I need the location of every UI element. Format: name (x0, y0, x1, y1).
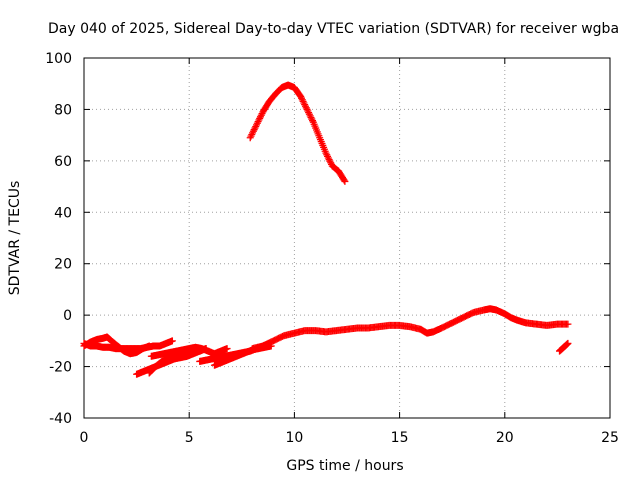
data-point (253, 119, 261, 127)
y-tick-label: -40 (49, 411, 72, 427)
data-point (564, 320, 572, 328)
series-arc-high (246, 81, 349, 185)
y-axis-title: SDTVAR / TECUs (7, 181, 23, 296)
data-point (300, 99, 308, 107)
x-tick-label: 20 (496, 430, 514, 446)
data-point (325, 156, 333, 164)
data-point (250, 126, 258, 134)
data-point (326, 157, 334, 165)
data-point (247, 132, 255, 140)
x-axis-title: GPS time / hours (286, 458, 403, 474)
data-point (307, 113, 315, 121)
data-point (255, 116, 263, 124)
data-point (302, 104, 310, 112)
data-point (252, 122, 260, 130)
y-tick-label: 100 (45, 51, 72, 67)
y-tick-label: -20 (49, 360, 72, 376)
data-point (324, 152, 332, 160)
chart-title: Day 040 of 2025, Sidereal Day-to-day VTE… (48, 21, 619, 37)
series-arc-b (80, 333, 153, 358)
data-point (298, 94, 306, 102)
data-point (323, 151, 331, 159)
data-point (301, 101, 309, 109)
x-tick-label: 0 (80, 430, 89, 446)
data-point (340, 176, 348, 184)
data-point (304, 107, 312, 115)
data-series (80, 81, 572, 378)
data-point (256, 113, 264, 121)
data-point (309, 117, 317, 125)
data-point (298, 96, 306, 104)
data-point (223, 345, 231, 353)
data-point (306, 112, 314, 120)
series-arc-main (248, 305, 572, 353)
data-point (341, 177, 349, 185)
x-tick-label: 15 (391, 430, 409, 446)
data-point (305, 110, 313, 118)
data-point (308, 115, 316, 123)
data-point (564, 339, 572, 347)
x-tick-label: 10 (285, 430, 303, 446)
data-point (253, 121, 261, 129)
x-tick-label: 25 (601, 430, 619, 446)
data-point (305, 109, 313, 117)
data-point (249, 129, 257, 137)
data-point (297, 93, 305, 101)
y-tick-label: 60 (54, 154, 72, 170)
data-point (145, 342, 153, 350)
data-point (301, 102, 309, 110)
data-point (257, 111, 265, 119)
data-point (249, 127, 257, 135)
series-arc-tail (556, 339, 572, 355)
data-point (168, 337, 176, 345)
y-tick-label: 0 (63, 308, 72, 324)
data-point (256, 114, 264, 122)
y-tick-label: 40 (54, 205, 72, 221)
data-point (251, 124, 259, 132)
data-point (299, 97, 307, 105)
data-point (324, 154, 332, 162)
data-point (303, 105, 311, 113)
y-tick-label: 20 (54, 257, 72, 273)
axis-ticks: 0 5 10 15 20 25 -40 -20 0 20 40 60 80 100 (45, 51, 619, 446)
data-point (327, 159, 335, 167)
data-point (254, 118, 262, 126)
data-point (246, 134, 254, 142)
data-point (322, 149, 330, 157)
plot-frame (83, 57, 611, 419)
data-point (248, 131, 256, 138)
x-tick-label: 5 (185, 430, 194, 446)
y-tick-label: 80 (54, 102, 72, 118)
